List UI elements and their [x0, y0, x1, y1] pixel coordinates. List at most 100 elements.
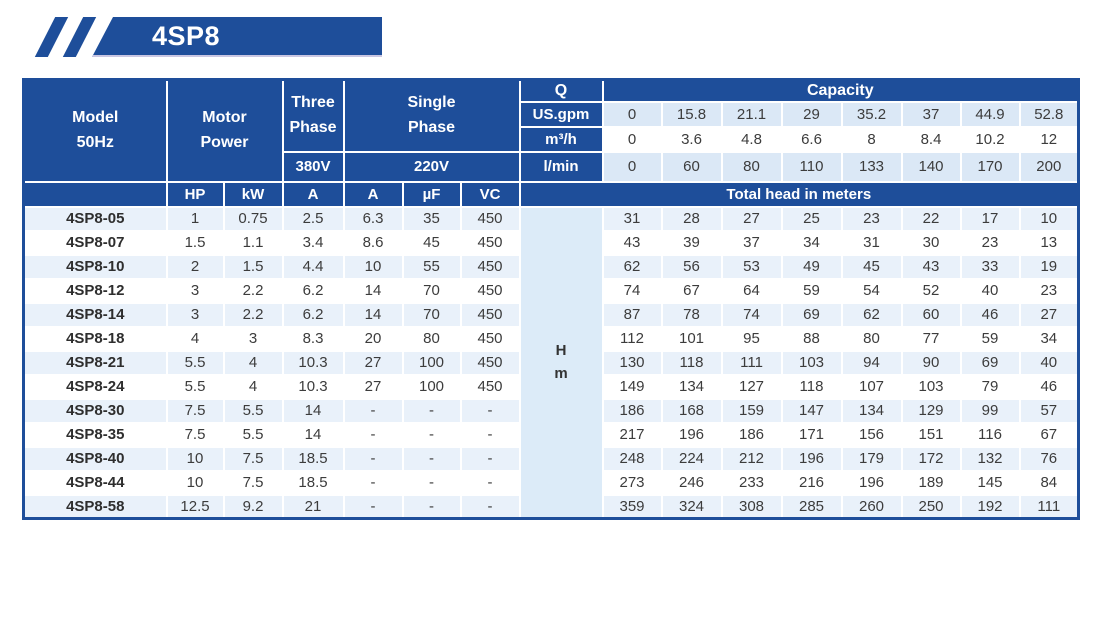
- head-value-cell: 62: [840, 301, 903, 328]
- amp-220-cell: 10: [342, 253, 404, 280]
- uf-cell: 70: [401, 301, 462, 328]
- head-value-cell: 192: [959, 493, 1021, 520]
- head-value-cell: 76: [1018, 445, 1080, 472]
- model-cell: 4SP8-14: [22, 301, 168, 328]
- model-cell: 4SP8-40: [22, 445, 168, 472]
- capacity-value-cell: 8.4: [900, 125, 962, 153]
- capacity-value-cell: 60: [660, 150, 723, 183]
- kw-cell: 1.5: [222, 253, 284, 280]
- header-three-phase: Three Phase: [281, 78, 345, 153]
- capacity-value-cell: 110: [780, 150, 843, 183]
- head-value-cell: 17: [959, 205, 1021, 232]
- head-value-cell: 45: [840, 253, 903, 280]
- head-value-cell: 10: [1018, 205, 1080, 232]
- amp-220-cell: 6.3: [342, 205, 404, 232]
- head-value-cell: 132: [959, 445, 1021, 472]
- table-row: 4SP8-14 3 2.2 6.2 14 70 450 87 78 74 69 62 60 46 27: [22, 301, 1080, 328]
- banner-diagonal-stripe-icon: [62, 17, 97, 57]
- table-row: 4SP8-21 5.5 4 10.3 27 100 450 130 118 111 103 94 90 6…: [22, 349, 1080, 376]
- head-value-cell: 217: [601, 421, 663, 448]
- capacity-value-cell: 0: [601, 125, 663, 153]
- head-value-cell: 118: [660, 349, 723, 376]
- head-value-cell: 196: [780, 445, 843, 472]
- vc-cell: -: [459, 469, 521, 496]
- head-value-cell: 127: [720, 373, 783, 400]
- uf-cell: 70: [401, 277, 462, 304]
- kw-cell: 7.5: [222, 445, 284, 472]
- head-value-cell: 27: [720, 205, 783, 232]
- amp-220-cell: -: [342, 445, 404, 472]
- hp-cell: 1.5: [165, 229, 225, 256]
- kw-cell: 3: [222, 325, 284, 352]
- header-q: Q: [518, 78, 604, 103]
- vc-cell: 450: [459, 373, 521, 400]
- head-value-cell: 53: [720, 253, 783, 280]
- uf-cell: -: [401, 445, 462, 472]
- table-row: 4SP8-58 12.5 9.2 21- - -359 324 308 285 260 250 192…: [22, 493, 1080, 520]
- head-value-cell: 118: [780, 373, 843, 400]
- head-value-cell: 196: [660, 421, 723, 448]
- capacity-value-cell: 8: [840, 125, 903, 153]
- head-value-cell: 59: [780, 277, 843, 304]
- table-row: 4SP8-10 2 1.5 4.4 10 55 450 62 56 53 49 45 43 33 19: [22, 253, 1080, 280]
- head-value-cell: 248: [601, 445, 663, 472]
- head-value-cell: 23: [840, 205, 903, 232]
- header-lmin: l/min: [518, 150, 604, 183]
- head-value-cell: 95: [720, 325, 783, 352]
- table-row: 4SP8-24 5.5 4 10.3 27 100 450 149 134 127 118 107 10…: [22, 373, 1080, 400]
- uf-cell: -: [401, 469, 462, 496]
- head-value-cell: 78: [660, 301, 723, 328]
- head-value-cell: 250: [900, 493, 962, 520]
- hp-cell: 5.5: [165, 349, 225, 376]
- kw-cell: 4: [222, 373, 284, 400]
- uf-cell: 45: [401, 229, 462, 256]
- vc-cell: -: [459, 493, 521, 520]
- capacity-value-cell: 133: [840, 150, 903, 183]
- banner-body: 4SP8: [92, 17, 382, 57]
- capacity-value-cell: 29: [780, 100, 843, 128]
- head-value-cell: 77: [900, 325, 962, 352]
- capacity-value-cell: 140: [900, 150, 962, 183]
- head-value-cell: 246: [660, 469, 723, 496]
- head-value-cell: 216: [780, 469, 843, 496]
- vc-cell: -: [459, 397, 521, 424]
- head-value-cell: 22: [900, 205, 962, 232]
- amp-220-cell: -: [342, 469, 404, 496]
- head-value-cell: 74: [720, 301, 783, 328]
- head-value-cell: 99: [959, 397, 1021, 424]
- capacity-value-cell: 21.1: [720, 100, 783, 128]
- header-uf: µF: [401, 180, 462, 208]
- capacity-value-cell: 52.8: [1018, 100, 1080, 128]
- amp-220-cell: 27: [342, 373, 404, 400]
- header-amp-380: A: [281, 180, 345, 208]
- head-value-cell: 52: [900, 277, 962, 304]
- capacity-value-cell: 4.8: [720, 125, 783, 153]
- model-cell: 4SP8-24: [22, 373, 168, 400]
- model-cell: 4SP8-35: [22, 421, 168, 448]
- uf-cell: -: [401, 397, 462, 424]
- amp-220-cell: -: [342, 421, 404, 448]
- head-value-cell: 84: [1018, 469, 1080, 496]
- amp-380-cell: 14: [281, 397, 345, 424]
- head-value-cell: 145: [959, 469, 1021, 496]
- vc-cell: 450: [459, 229, 521, 256]
- table-row: 4SP8-18 4 3 8.3 20 80 450 112 101 95 88 80 77 59 34: [22, 325, 1080, 352]
- header-380v: 380V: [281, 150, 345, 183]
- header-amp-220: A: [342, 180, 404, 208]
- uf-cell: 100: [401, 349, 462, 376]
- header-model: Model 50Hz: [22, 78, 168, 183]
- head-value-cell: 196: [840, 469, 903, 496]
- head-value-cell: 37: [720, 229, 783, 256]
- head-value-cell: 285: [780, 493, 843, 520]
- head-value-cell: 54: [840, 277, 903, 304]
- head-value-cell: 19: [1018, 253, 1080, 280]
- head-value-cell: 149: [601, 373, 663, 400]
- header-motor-power: Motor Power: [165, 78, 284, 183]
- head-value-cell: 273: [601, 469, 663, 496]
- amp-220-cell: 20: [342, 325, 404, 352]
- amp-380-cell: 10.3: [281, 349, 345, 376]
- header-capacity: Capacity: [601, 78, 1080, 103]
- uf-cell: -: [401, 493, 462, 520]
- uf-cell: 80: [401, 325, 462, 352]
